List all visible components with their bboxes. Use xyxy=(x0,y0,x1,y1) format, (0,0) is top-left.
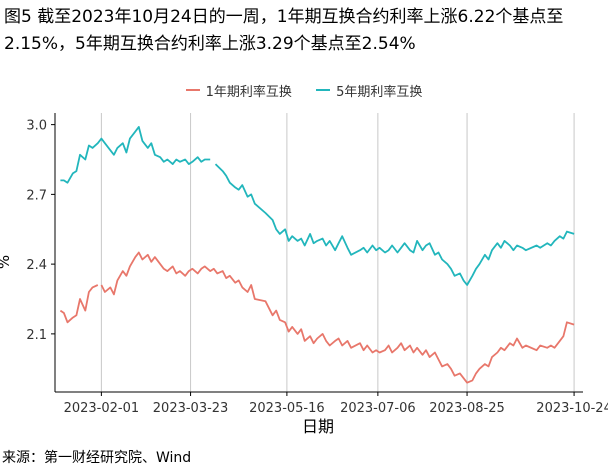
x-tick-label: 2023-08-25 xyxy=(429,401,505,416)
x-tick-label: 2023-05-16 xyxy=(249,401,325,416)
y-tick-label: 2.1 xyxy=(26,328,47,343)
y-axis-label: % xyxy=(0,255,13,269)
x-tick-label: 2023-03-23 xyxy=(153,401,229,416)
series-line-1y xyxy=(59,284,99,324)
grid-lines xyxy=(100,113,575,392)
x-axis-label: 日期 xyxy=(302,417,334,436)
legend-label-1y: 1年期利率互换 xyxy=(205,84,292,100)
series-line-1y xyxy=(100,251,575,384)
legend-swatch-5y xyxy=(316,89,331,91)
figure-title: 图5 截至2023年10月24日的一周，1年期互换合约利率上涨6.22个基点至2… xyxy=(4,7,564,54)
series-line-5y xyxy=(60,126,211,184)
source-note: 来源：第一财经研究院、Wind xyxy=(2,450,192,466)
axes xyxy=(54,113,583,393)
series-lines xyxy=(59,126,575,384)
x-tick-label: 2023-07-06 xyxy=(340,401,416,416)
legend-item-1y: 1年期利率互换 xyxy=(185,81,292,100)
legend: 1年期利率互换 5年期利率互换 xyxy=(0,80,608,100)
y-tick-label: 3.0 xyxy=(26,119,47,134)
legend-item-5y: 5年期利率互换 xyxy=(316,81,422,100)
x-tick-label: 2023-02-01 xyxy=(64,401,140,416)
x-ticks: 2023-02-01 2023-03-23 2023-05-16 2023-07-06… xyxy=(64,392,608,416)
y-ticks: 2.1 2.4 2.7 3.0 xyxy=(26,119,55,343)
series-line-5y xyxy=(214,163,575,286)
x-tick-label: 2023-10-24 xyxy=(536,401,608,416)
legend-swatch-1y xyxy=(185,89,200,91)
y-tick-label: 2.7 xyxy=(26,188,47,203)
y-tick-label: 2.4 xyxy=(26,258,47,273)
legend-label-5y: 5年期利率互换 xyxy=(336,84,423,100)
